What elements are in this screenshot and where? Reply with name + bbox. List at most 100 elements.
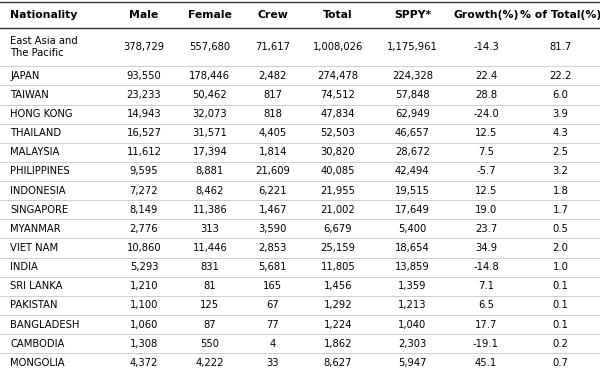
Text: 7.1: 7.1 xyxy=(478,281,494,291)
Text: BANGLADESH: BANGLADESH xyxy=(10,319,80,330)
Text: 178,446: 178,446 xyxy=(189,71,230,81)
Text: 11,805: 11,805 xyxy=(320,262,355,272)
Text: 1,175,961: 1,175,961 xyxy=(387,42,438,52)
Text: 67: 67 xyxy=(266,300,279,311)
Text: 12.5: 12.5 xyxy=(475,185,497,196)
Text: 1,862: 1,862 xyxy=(323,339,352,349)
Text: 32,073: 32,073 xyxy=(193,109,227,119)
Text: 5,681: 5,681 xyxy=(259,262,287,272)
Text: -14.3: -14.3 xyxy=(473,42,499,52)
Text: MYANMAR: MYANMAR xyxy=(10,224,61,234)
Text: 21,609: 21,609 xyxy=(256,166,290,177)
Text: 313: 313 xyxy=(200,224,219,234)
Text: 125: 125 xyxy=(200,300,220,311)
Text: -5.7: -5.7 xyxy=(476,166,496,177)
Text: Crew: Crew xyxy=(257,10,288,20)
Text: 62,949: 62,949 xyxy=(395,109,430,119)
Text: 817: 817 xyxy=(263,90,283,100)
Text: 33: 33 xyxy=(266,358,279,368)
Text: 28.8: 28.8 xyxy=(475,90,497,100)
Text: 2,776: 2,776 xyxy=(130,224,158,234)
Text: INDIA: INDIA xyxy=(10,262,38,272)
Text: 21,002: 21,002 xyxy=(320,205,355,215)
Text: -19.1: -19.1 xyxy=(473,339,499,349)
Text: 46,657: 46,657 xyxy=(395,128,430,138)
Text: 550: 550 xyxy=(200,339,219,349)
Text: 18,654: 18,654 xyxy=(395,243,430,253)
Text: 8,881: 8,881 xyxy=(196,166,224,177)
Text: 17,394: 17,394 xyxy=(193,147,227,158)
Text: 0.5: 0.5 xyxy=(553,224,568,234)
Text: Growth(%): Growth(%) xyxy=(454,10,518,20)
Text: INDONESIA: INDONESIA xyxy=(10,185,66,196)
Text: MONGOLIA: MONGOLIA xyxy=(10,358,65,368)
Text: 4,405: 4,405 xyxy=(259,128,287,138)
Text: 0.1: 0.1 xyxy=(553,281,568,291)
Text: 21,955: 21,955 xyxy=(320,185,355,196)
Text: TAIWAN: TAIWAN xyxy=(10,90,49,100)
Text: 1.8: 1.8 xyxy=(553,185,568,196)
Text: 4.3: 4.3 xyxy=(553,128,568,138)
Text: 1.7: 1.7 xyxy=(553,205,569,215)
Text: 19.0: 19.0 xyxy=(475,205,497,215)
Text: 30,820: 30,820 xyxy=(320,147,355,158)
Text: 77: 77 xyxy=(266,319,279,330)
Text: 224,328: 224,328 xyxy=(392,71,433,81)
Text: PAKISTAN: PAKISTAN xyxy=(10,300,58,311)
Text: 74,512: 74,512 xyxy=(320,90,355,100)
Text: SINGAPORE: SINGAPORE xyxy=(10,205,68,215)
Text: SPPY*: SPPY* xyxy=(394,10,431,20)
Text: East Asia and
The Pacific: East Asia and The Pacific xyxy=(10,36,78,58)
Text: 1,467: 1,467 xyxy=(259,205,287,215)
Text: 0.7: 0.7 xyxy=(553,358,568,368)
Text: 5,293: 5,293 xyxy=(130,262,158,272)
Text: 5,400: 5,400 xyxy=(398,224,427,234)
Text: 1,308: 1,308 xyxy=(130,339,158,349)
Text: 81.7: 81.7 xyxy=(550,42,572,52)
Text: 22.4: 22.4 xyxy=(475,71,497,81)
Text: 42,494: 42,494 xyxy=(395,166,430,177)
Text: 81: 81 xyxy=(203,281,216,291)
Text: 23.7: 23.7 xyxy=(475,224,497,234)
Text: 8,627: 8,627 xyxy=(323,358,352,368)
Text: 93,550: 93,550 xyxy=(127,71,161,81)
Text: 22.2: 22.2 xyxy=(550,71,572,81)
Text: 6.0: 6.0 xyxy=(553,90,568,100)
Text: % of Total(%): % of Total(%) xyxy=(520,10,600,20)
Text: 3.9: 3.9 xyxy=(553,109,568,119)
Text: 2,853: 2,853 xyxy=(259,243,287,253)
Text: Male: Male xyxy=(130,10,158,20)
Text: 6,221: 6,221 xyxy=(259,185,287,196)
Text: 1,292: 1,292 xyxy=(323,300,352,311)
Text: 25,159: 25,159 xyxy=(320,243,355,253)
Text: THAILAND: THAILAND xyxy=(10,128,61,138)
Text: 2,303: 2,303 xyxy=(398,339,427,349)
Text: SRI LANKA: SRI LANKA xyxy=(10,281,63,291)
Text: 7,272: 7,272 xyxy=(130,185,158,196)
Text: 1,008,026: 1,008,026 xyxy=(313,42,363,52)
Text: 557,680: 557,680 xyxy=(189,42,230,52)
Text: 87: 87 xyxy=(203,319,216,330)
Text: 2,482: 2,482 xyxy=(259,71,287,81)
Text: 1,224: 1,224 xyxy=(323,319,352,330)
Text: 71,617: 71,617 xyxy=(256,42,290,52)
Text: 10,860: 10,860 xyxy=(127,243,161,253)
Text: 28,672: 28,672 xyxy=(395,147,430,158)
Text: 45.1: 45.1 xyxy=(475,358,497,368)
Text: 1,359: 1,359 xyxy=(398,281,427,291)
Text: Total: Total xyxy=(323,10,353,20)
Text: 7.5: 7.5 xyxy=(478,147,494,158)
Text: HONG KONG: HONG KONG xyxy=(10,109,73,119)
Text: 23,233: 23,233 xyxy=(127,90,161,100)
Text: 47,834: 47,834 xyxy=(320,109,355,119)
Text: 13,859: 13,859 xyxy=(395,262,430,272)
Text: 0.1: 0.1 xyxy=(553,319,568,330)
Text: Nationality: Nationality xyxy=(10,10,77,20)
Text: PHILIPPINES: PHILIPPINES xyxy=(10,166,70,177)
Text: 31,571: 31,571 xyxy=(193,128,227,138)
Text: VIET NAM: VIET NAM xyxy=(10,243,58,253)
Text: 34.9: 34.9 xyxy=(475,243,497,253)
Text: 17,649: 17,649 xyxy=(395,205,430,215)
Text: 165: 165 xyxy=(263,281,283,291)
Text: 40,085: 40,085 xyxy=(320,166,355,177)
